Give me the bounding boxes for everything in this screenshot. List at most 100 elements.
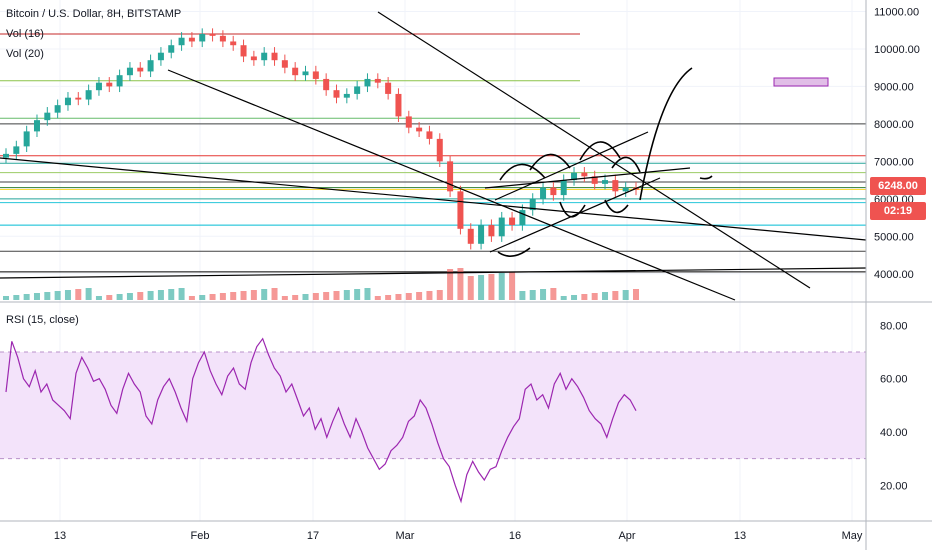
candle-body xyxy=(75,97,82,100)
candle-body xyxy=(509,217,516,226)
candle-body xyxy=(33,120,40,132)
hand-drawn-curve xyxy=(499,163,546,181)
candle-body xyxy=(540,187,547,199)
volume-bar xyxy=(116,294,123,300)
candle-body xyxy=(488,225,495,237)
indicator-vol-16[interactable]: Vol (16) xyxy=(6,28,44,40)
candle-body xyxy=(447,161,454,192)
candle-body xyxy=(467,228,474,244)
volume-bar xyxy=(478,275,485,300)
volume-bar xyxy=(250,290,257,300)
price-tick-label: 9000.00 xyxy=(874,81,914,93)
volume-bar xyxy=(509,272,516,300)
price-tick-label: 10000.00 xyxy=(874,44,920,56)
hand-drawn-curve xyxy=(604,199,629,214)
rsi-line xyxy=(5,337,637,504)
candle-body xyxy=(188,37,195,42)
chart-title: Bitcoin / U.S. Dollar, 8H, BITSTAMP xyxy=(6,8,182,20)
candle-body xyxy=(219,35,226,42)
volume-bar xyxy=(281,296,288,300)
candle-body xyxy=(333,90,340,98)
volume-bar xyxy=(23,294,30,300)
volume-bar xyxy=(540,289,547,300)
candle-body xyxy=(478,225,485,244)
candle-body xyxy=(374,78,381,83)
volume-bar xyxy=(44,292,51,300)
volume-bar xyxy=(292,295,299,300)
volume-bar xyxy=(385,295,392,300)
volume-bar xyxy=(343,290,350,300)
price-tick-label: 7000.00 xyxy=(874,156,914,168)
candle-body xyxy=(560,180,567,196)
candle-body xyxy=(385,82,392,94)
candle-body xyxy=(622,187,629,192)
trendline xyxy=(484,167,691,189)
hand-drawn-curve xyxy=(497,247,531,257)
candle-body xyxy=(436,138,443,162)
candle-body xyxy=(3,153,9,158)
time-tick-label: Feb xyxy=(191,530,210,542)
candle-body xyxy=(364,78,371,87)
volume-bar xyxy=(312,293,319,300)
time-tick-label: 17 xyxy=(307,530,319,542)
candle-body xyxy=(571,172,578,181)
candle-body xyxy=(529,198,536,211)
volume-bar xyxy=(529,290,536,300)
volume-bar xyxy=(75,289,82,300)
candle-body xyxy=(602,180,609,184)
volume-bar xyxy=(209,294,216,300)
volume-bar xyxy=(323,292,330,300)
volume-bar xyxy=(488,274,495,300)
volume-bar xyxy=(219,293,226,300)
candle-body xyxy=(591,176,598,184)
candle-body xyxy=(106,82,113,87)
candle-body xyxy=(13,146,20,154)
trendline xyxy=(489,177,661,253)
rsi-tick-label: 40.00 xyxy=(880,427,908,439)
candle-body xyxy=(230,41,237,46)
trendline xyxy=(167,69,736,301)
candle-body xyxy=(137,67,144,72)
volume-bar xyxy=(395,294,402,300)
volume-bar xyxy=(302,294,309,300)
rsi-label[interactable]: RSI (15, close) xyxy=(6,314,79,326)
candle-body xyxy=(416,127,423,132)
candle-body xyxy=(168,45,175,53)
price-tick-label: 4000.00 xyxy=(874,269,914,281)
hand-drawn-curve xyxy=(699,175,713,180)
candle-body xyxy=(95,82,102,91)
volume-bar xyxy=(612,291,619,300)
volume-bar xyxy=(405,293,412,300)
volume-bar xyxy=(3,296,9,300)
candle-body xyxy=(199,33,206,42)
indicator-vol-20[interactable]: Vol (20) xyxy=(6,48,44,60)
volume-bar xyxy=(602,292,609,300)
time-tick-label: May xyxy=(842,530,863,542)
volume-bar xyxy=(54,291,61,300)
candle-body xyxy=(54,105,61,113)
volume-bar xyxy=(33,293,40,300)
rsi-tick-label: 80.00 xyxy=(880,320,908,332)
candle-body xyxy=(581,172,588,177)
volume-bar xyxy=(591,293,598,300)
candle-body xyxy=(261,52,268,61)
volume-bar xyxy=(571,295,578,300)
rsi-tick-label: 60.00 xyxy=(880,374,908,386)
volume-bar xyxy=(137,292,144,300)
volume-bar xyxy=(633,289,639,300)
volume-bar xyxy=(364,288,371,300)
time-tick-label: Apr xyxy=(618,530,635,542)
volume-bar xyxy=(230,292,237,300)
volume-bar xyxy=(64,290,71,300)
candle-body xyxy=(209,33,216,36)
volume-bar xyxy=(426,291,433,300)
candle-body xyxy=(498,217,505,237)
hand-drawn-curve xyxy=(611,156,641,173)
volume-bar xyxy=(333,291,340,300)
candle-body xyxy=(281,60,288,68)
volume-bar xyxy=(261,289,268,300)
time-tick-label: 16 xyxy=(509,530,521,542)
volume-bar xyxy=(157,290,164,300)
candle-body xyxy=(178,37,185,46)
